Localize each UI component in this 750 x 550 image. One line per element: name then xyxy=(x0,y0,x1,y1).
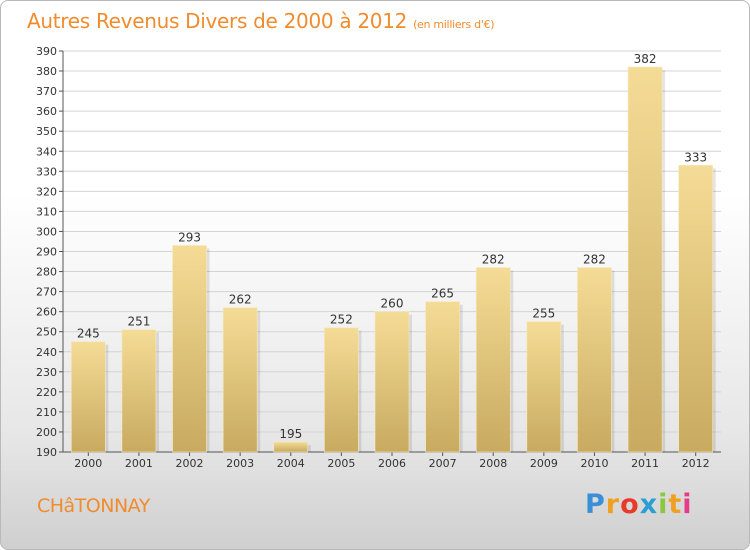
value-labels: 245 251 293 262 195 252 260 265 282 255 282 382 333 xyxy=(77,52,707,441)
y-tick-label: 300 xyxy=(36,225,57,238)
value-label: 251 xyxy=(127,315,150,329)
y-tick-label: 220 xyxy=(36,386,57,399)
y-tick-label: 330 xyxy=(36,165,57,178)
value-label: 262 xyxy=(229,293,252,307)
proxiti-logo: Proxiti xyxy=(585,489,693,520)
y-tick-label: 380 xyxy=(36,65,57,78)
y-tick-label: 190 xyxy=(36,446,57,459)
value-label: 245 xyxy=(77,327,100,341)
y-tick-label: 200 xyxy=(36,426,57,439)
x-tick-label: 2001 xyxy=(125,457,153,470)
value-label: 195 xyxy=(279,427,302,441)
x-tick-label: 2011 xyxy=(631,457,659,470)
x-tick-label: 2002 xyxy=(176,457,204,470)
x-tick-label: 2012 xyxy=(682,457,710,470)
bar xyxy=(121,329,157,453)
value-label: 252 xyxy=(330,313,353,327)
logo-letter: i xyxy=(682,489,693,520)
y-tick-label: 390 xyxy=(36,45,57,58)
bar xyxy=(273,441,309,453)
y-tick-label: 360 xyxy=(36,105,57,118)
logo-letter: r xyxy=(605,489,621,520)
bars xyxy=(71,66,716,453)
x-tick-label: 2004 xyxy=(277,457,305,470)
y-tick-label: 350 xyxy=(36,125,57,138)
chart-subtitle: (en milliers d'€) xyxy=(413,18,495,31)
x-tick-label: 2003 xyxy=(226,457,254,470)
y-tick-label: 280 xyxy=(36,266,57,279)
bar xyxy=(526,321,562,453)
y-tick-label: 340 xyxy=(36,145,57,158)
value-label: 333 xyxy=(684,150,707,164)
y-tick-label: 230 xyxy=(36,366,57,379)
bar xyxy=(172,245,207,453)
y-tick-label: 250 xyxy=(36,326,57,339)
bar xyxy=(324,327,359,453)
y-tick-label: 270 xyxy=(36,286,57,299)
y-tick-label: 240 xyxy=(36,346,57,359)
bar xyxy=(475,267,511,453)
bar xyxy=(678,164,713,453)
x-tick-label: 2005 xyxy=(327,457,355,470)
y-tick-label: 310 xyxy=(36,205,57,218)
x-tick-label: 2007 xyxy=(429,457,457,470)
bar xyxy=(374,311,410,453)
value-label: 293 xyxy=(178,230,201,244)
value-label: 265 xyxy=(431,287,454,301)
bar xyxy=(71,341,106,453)
commune-name: CHâTONNAY xyxy=(37,495,150,517)
x-tick-label: 2000 xyxy=(74,457,102,470)
logo-letter: i xyxy=(658,489,669,520)
bar xyxy=(425,301,460,453)
bar xyxy=(577,267,612,453)
value-label: 260 xyxy=(381,297,404,311)
y-tick-label: 370 xyxy=(36,85,57,98)
value-label: 282 xyxy=(482,253,505,267)
chart-title-text: Autres Revenus Divers de 2000 à 2012 xyxy=(27,9,408,33)
value-label: 382 xyxy=(634,52,657,66)
x-tick-label: 2009 xyxy=(530,457,558,470)
logo-letter: P xyxy=(585,489,606,520)
bar xyxy=(627,66,663,453)
y-tick-label: 210 xyxy=(36,406,57,419)
logo-letter: x xyxy=(639,489,659,520)
logo-letter: t xyxy=(668,489,683,520)
x-tick-label: 2008 xyxy=(479,457,507,470)
y-tick-label: 320 xyxy=(36,185,57,198)
x-tick-label: 2010 xyxy=(580,457,608,470)
y-tick-label: 260 xyxy=(36,306,57,319)
chart-title: Autres Revenus Divers de 2000 à 2012 (en … xyxy=(27,9,495,33)
value-label: 282 xyxy=(583,253,606,267)
logo-letter: o xyxy=(620,489,640,520)
bar xyxy=(222,307,258,453)
x-tick-label: 2006 xyxy=(378,457,406,470)
value-label: 255 xyxy=(532,307,555,321)
y-tick-label: 290 xyxy=(36,246,57,259)
